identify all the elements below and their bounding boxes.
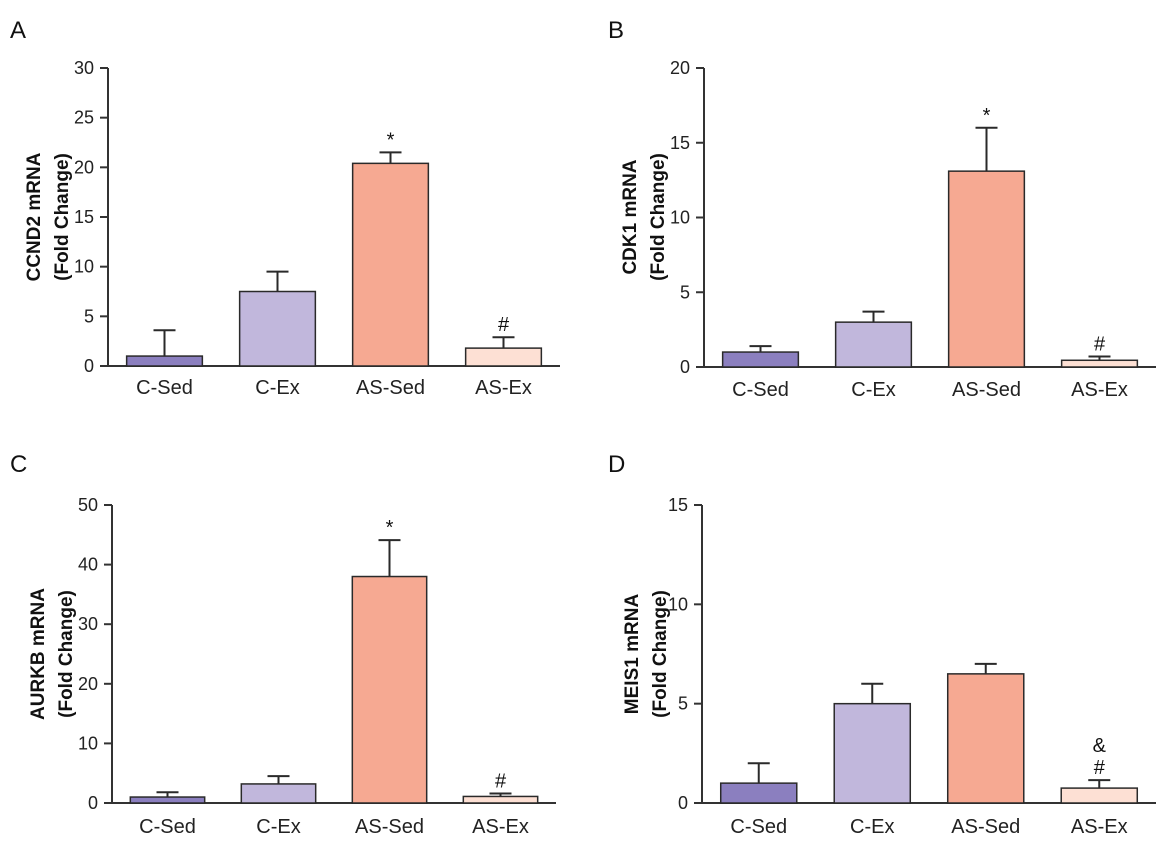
- panel-letter: D: [608, 451, 625, 478]
- y-tick-label: 0: [678, 793, 688, 813]
- significance-marker: #: [498, 314, 510, 336]
- panel-letter: C: [10, 451, 27, 478]
- category-label: AS-Sed: [355, 816, 424, 838]
- category-label: C-Sed: [732, 379, 789, 401]
- significance-marker: *: [387, 129, 395, 151]
- bar-c-sed: [129, 796, 206, 804]
- y-tick-label: 20: [74, 157, 94, 177]
- bar-as-sed: [351, 575, 428, 804]
- bar-c-sed: [125, 355, 204, 367]
- category-label: AS-Sed: [951, 816, 1020, 838]
- y-tick-label: 0: [680, 357, 690, 377]
- y-tick-label: 40: [78, 555, 98, 575]
- y-axis-label: (Fold Change): [52, 153, 73, 281]
- category-label: AS-Ex: [475, 377, 532, 399]
- panel-letter: B: [608, 17, 624, 44]
- y-axis-label: MEIS1 mRNA: [622, 594, 643, 715]
- category-label: AS-Ex: [1071, 379, 1128, 401]
- y-tick-label: 5: [84, 306, 94, 326]
- category-label: AS-Ex: [1071, 816, 1128, 838]
- panel-d: D 0 5 10 15 MEIS1 mRNA (Fold Change) C-Sed C-Ex A…: [608, 451, 1156, 838]
- panel-b: B 0 5 10 15 20 CDK1 mRNA (Fold Change) C-Sed C-Ex…: [608, 17, 1156, 401]
- panel-a: A 0 5 10 15 20 25 30 CCND2 mRNA (Fold Change) C-Se…: [10, 17, 560, 399]
- bar-c-ex: [240, 783, 317, 804]
- significance-marker: #: [1094, 757, 1106, 779]
- y-tick-label: 50: [78, 495, 98, 515]
- bar-as-ex: [462, 795, 539, 804]
- y-tick-label: 30: [78, 614, 98, 634]
- y-tick-label: 0: [84, 356, 94, 376]
- panel-c: C 0 10 20 30 40 50 AURKB mRNA (Fold Change) C-Sed…: [10, 451, 556, 838]
- y-tick-label: 10: [670, 208, 690, 228]
- significance-marker: &: [1093, 735, 1107, 757]
- bar-c-ex: [833, 702, 912, 804]
- bar-as-sed: [946, 673, 1025, 804]
- category-label: AS-Ex: [472, 816, 529, 838]
- bar-as-ex: [1060, 787, 1139, 804]
- y-tick-label: 20: [78, 674, 98, 694]
- category-label: C-Sed: [139, 816, 196, 838]
- y-tick-label: 10: [668, 594, 688, 614]
- bar-as-ex: [1060, 359, 1139, 368]
- y-tick-label: 30: [74, 58, 94, 78]
- bar-c-ex: [238, 290, 317, 367]
- y-axis-label: CDK1 mRNA: [620, 159, 641, 274]
- bar-c-ex: [834, 321, 913, 368]
- bar-as-sed: [947, 170, 1026, 368]
- category-label: C-Ex: [851, 379, 895, 401]
- y-tick-label: 15: [670, 133, 690, 153]
- y-axis-label: (Fold Change): [56, 590, 77, 718]
- category-label: C-Sed: [136, 377, 193, 399]
- y-tick-label: 10: [78, 733, 98, 753]
- bar-c-sed: [719, 782, 798, 804]
- y-axis-label: (Fold Change): [648, 153, 669, 281]
- bar-as-sed: [351, 162, 430, 367]
- category-label: AS-Sed: [952, 379, 1021, 401]
- bar-c-sed: [721, 351, 800, 368]
- category-label: AS-Sed: [356, 377, 425, 399]
- significance-marker: #: [1094, 334, 1106, 356]
- y-tick-label: 5: [680, 282, 690, 302]
- y-axis-label: CCND2 mRNA: [24, 152, 45, 281]
- y-axis-label: (Fold Change): [650, 590, 671, 718]
- significance-marker: #: [495, 770, 507, 792]
- bar-as-ex: [464, 347, 543, 367]
- category-label: C-Ex: [256, 816, 300, 838]
- y-tick-label: 0: [88, 793, 98, 813]
- significance-marker: *: [983, 105, 991, 127]
- y-tick-label: 25: [74, 108, 94, 128]
- y-tick-label: 15: [668, 495, 688, 515]
- y-tick-label: 5: [678, 694, 688, 714]
- y-tick-label: 20: [670, 58, 690, 78]
- panel-letter: A: [10, 17, 26, 44]
- category-label: C-Ex: [850, 816, 894, 838]
- y-tick-label: 15: [74, 207, 94, 227]
- y-axis-label: AURKB mRNA: [28, 588, 49, 720]
- significance-marker: *: [386, 517, 394, 539]
- category-label: C-Ex: [255, 377, 299, 399]
- y-tick-label: 10: [74, 257, 94, 277]
- category-label: C-Sed: [730, 816, 787, 838]
